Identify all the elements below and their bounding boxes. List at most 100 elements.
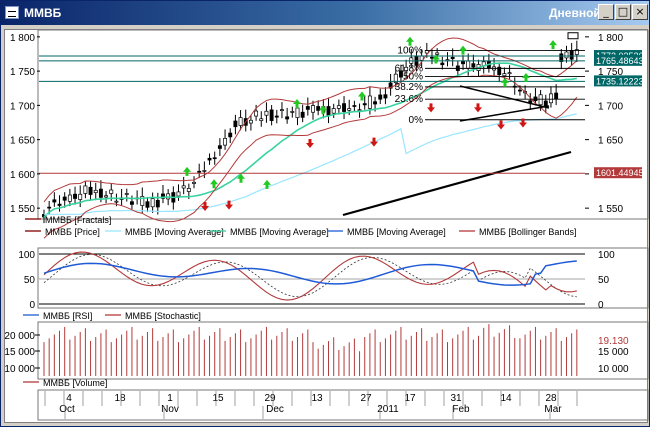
candlestick [357, 103, 362, 118]
title-bar: ММВБ Дневной _ □ × [1, 1, 649, 25]
candle-up [574, 49, 579, 55]
date-day-label: 28 [545, 393, 557, 404]
volume-y-tick-label: 20 000 [5, 331, 35, 342]
candlestick [223, 129, 228, 150]
candlestick [129, 195, 134, 210]
candlestick [274, 109, 279, 124]
candle-down [73, 193, 77, 199]
candlestick [145, 196, 150, 213]
date-month-label: Dec [266, 404, 284, 415]
candlestick [461, 55, 465, 70]
candle-up [238, 117, 243, 126]
candlestick [336, 99, 341, 115]
volume-y-tick-label: 10 000 [5, 364, 35, 375]
legend-label: ММВБ [Stochastic] [125, 311, 201, 321]
candle-up [181, 185, 186, 189]
close-button[interactable]: × [632, 4, 648, 20]
candlestick [564, 45, 569, 63]
candle-down [554, 92, 559, 100]
candlestick [300, 104, 305, 123]
chart-svg: 100% 61.8%50%38.2%23.6% 0% 1 800 1 800 1 750… [5, 30, 649, 421]
price-panel [37, 30, 649, 220]
candle-down [274, 115, 279, 118]
price-y-tick-label: 1 600 [10, 170, 35, 181]
price-y-tick-label: 1 700 [10, 101, 35, 112]
candle-up [140, 196, 145, 206]
fibonacci-label: 23.6% [395, 94, 423, 105]
candle-up [466, 60, 471, 69]
candlestick [207, 153, 212, 165]
price-y-tick-label: 1 800 [10, 33, 35, 44]
candle-up [357, 109, 362, 112]
date-month-label: 2011 [377, 404, 399, 415]
candlestick [73, 186, 77, 205]
candlestick [486, 53, 491, 73]
candlestick [119, 188, 124, 206]
candlestick [212, 151, 217, 165]
price-value-label: 1735.12223 [596, 76, 644, 86]
candle-down [398, 70, 403, 78]
window-title: ММВБ [24, 6, 62, 20]
resistance-trend-line [459, 85, 550, 109]
candlestick [83, 181, 88, 199]
candle-down [383, 94, 388, 99]
legend-label: ММВБ [Volume] [43, 378, 107, 388]
legend-label: ММВБ [Moving Average] [125, 227, 224, 237]
candle-up [248, 119, 253, 124]
candlestick [161, 184, 165, 204]
volume-right-y-tick-label: 10 000 [598, 364, 629, 375]
candle-up [331, 108, 336, 114]
fractal-down-icon [519, 118, 527, 128]
candle-down [430, 56, 434, 59]
candle-up [254, 110, 259, 117]
candlestick [393, 69, 398, 88]
candlestick [512, 77, 517, 95]
legend-label: ММВБ [Bollinger Bands] [479, 227, 576, 237]
oscillator-y-tick-label: 50 [24, 275, 36, 286]
date-day-label: 13 [311, 393, 323, 404]
candlestick [269, 105, 274, 126]
candlestick [383, 87, 388, 105]
candle-down [52, 199, 57, 203]
maximize-button[interactable]: □ [615, 4, 631, 20]
candlestick [176, 184, 181, 201]
oscillator-y-tick-label: 0 [29, 300, 35, 311]
candle-down [155, 199, 160, 208]
candle-down [440, 62, 445, 66]
candlestick [305, 97, 310, 116]
candle-down [388, 82, 393, 89]
candle-down [373, 101, 378, 105]
fractal-up-icon [293, 99, 301, 109]
fractal-up-icon [210, 179, 218, 189]
candle-up [150, 198, 155, 208]
candlestick [450, 48, 455, 67]
candlestick [93, 182, 98, 201]
minimize-button[interactable]: _ [598, 4, 614, 20]
candle-down [62, 196, 67, 201]
stochastic-line [43, 251, 577, 301]
oscillator-right-y-tick-label: 100 [598, 250, 615, 261]
candlestick [445, 52, 450, 67]
candle-up [104, 195, 109, 198]
fractal-up-icon [501, 77, 509, 87]
legend-label: ММВБ [RSI] [43, 311, 92, 321]
price-right-y-tick-label: 1 650 [598, 136, 623, 147]
candlestick [233, 114, 238, 135]
candle-up [564, 51, 569, 59]
fractal-down-icon [497, 120, 505, 130]
date-day-label: 18 [114, 393, 126, 404]
fibonacci-label: 38.2% [395, 82, 423, 93]
candlestick [181, 176, 186, 195]
candlestick [238, 110, 243, 131]
candlestick [290, 106, 295, 118]
price-right-y-tick-label: 1 800 [598, 33, 623, 44]
candle-down [342, 103, 346, 112]
candlestick [398, 64, 403, 84]
candlestick [280, 102, 284, 119]
candle-down [471, 63, 476, 68]
trend-line [459, 105, 550, 122]
candlestick [140, 187, 145, 214]
fractal-up-icon [459, 45, 467, 55]
candle-down [300, 111, 305, 118]
candlestick [192, 176, 196, 189]
